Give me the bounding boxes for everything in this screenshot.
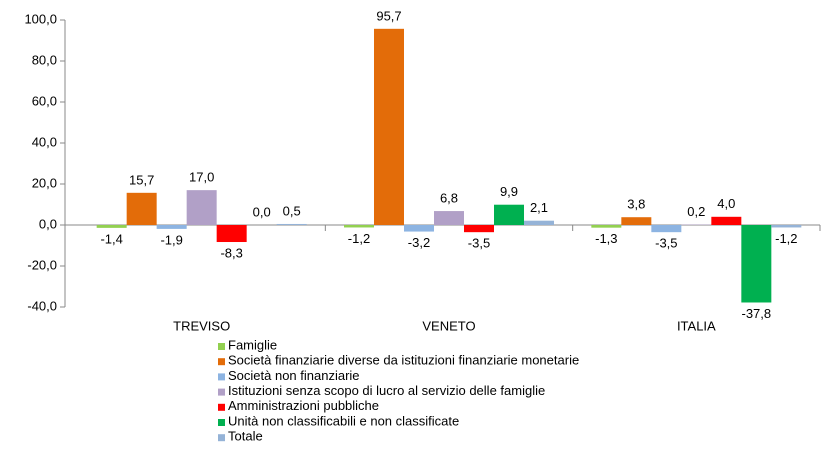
value-label: 0,2 [687, 204, 705, 219]
bar [651, 225, 681, 232]
value-label: 0,5 [283, 203, 301, 218]
bar [434, 211, 464, 225]
y-tick-label: 100,0 [24, 11, 57, 26]
legend-swatch [218, 358, 225, 365]
legend-label: Amministrazioni pubbliche [228, 398, 379, 413]
value-label: -1,3 [595, 231, 617, 246]
value-label: 0,0 [253, 204, 271, 219]
value-label: -3,5 [468, 236, 490, 251]
y-tick-label: -20,0 [27, 257, 57, 272]
value-label: 4,0 [717, 196, 735, 211]
bar [464, 225, 494, 232]
bar [404, 225, 434, 232]
value-label: 2,1 [530, 200, 548, 215]
bar [217, 225, 247, 242]
legend-label: Unità non classificabili e non classific… [228, 413, 459, 428]
y-tick-label: 20,0 [32, 175, 57, 190]
legend-swatch [218, 419, 225, 426]
bar [621, 217, 651, 225]
legend-label: Totale [228, 429, 263, 444]
y-tick-label: 80,0 [32, 52, 57, 67]
y-tick-label: 0,0 [39, 216, 57, 231]
value-label: -37,8 [742, 306, 772, 321]
value-label: -3,5 [655, 236, 677, 251]
value-label: -1,2 [775, 231, 797, 246]
bar [591, 225, 621, 228]
y-tick-label: 40,0 [32, 134, 57, 149]
bar [711, 217, 741, 225]
legend-label: Società non finanziarie [228, 368, 360, 383]
bar [344, 225, 374, 227]
bar [494, 205, 524, 225]
x-tick-label: TREVISO [173, 318, 230, 333]
legend-swatch [218, 434, 225, 441]
value-label: -1,2 [348, 231, 370, 246]
value-label: 95,7 [376, 8, 401, 23]
legend-label: Famiglie [228, 337, 277, 352]
bar [187, 190, 217, 225]
legend-swatch [218, 404, 225, 411]
bar [741, 225, 771, 302]
y-tick-label: 60,0 [32, 93, 57, 108]
value-label: 9,9 [500, 184, 518, 199]
value-label: -3,2 [408, 235, 430, 250]
bar [277, 224, 307, 225]
value-label: -1,4 [100, 231, 122, 246]
value-label: 15,7 [129, 172, 154, 187]
value-label: -1,9 [160, 232, 182, 247]
value-label: 6,8 [440, 190, 458, 205]
legend-swatch [218, 373, 225, 380]
legend-swatch [218, 389, 225, 396]
value-label: 3,8 [627, 197, 645, 212]
value-label: -8,3 [220, 245, 242, 260]
bar [374, 29, 404, 225]
x-tick-label: ITALIA [677, 318, 716, 333]
x-tick-label: VENETO [422, 318, 475, 333]
bar [524, 221, 554, 225]
legend-swatch [218, 343, 225, 350]
value-label: 17,0 [189, 170, 214, 185]
legend-label: Società finanziarie diverse da istituzio… [228, 353, 579, 368]
bar [157, 225, 187, 229]
bar [97, 225, 127, 228]
bar [127, 193, 157, 225]
bar [771, 225, 801, 227]
legend-label: Istituzioni senza scopo di lucro al serv… [228, 383, 545, 398]
y-tick-label: -40,0 [27, 298, 57, 313]
